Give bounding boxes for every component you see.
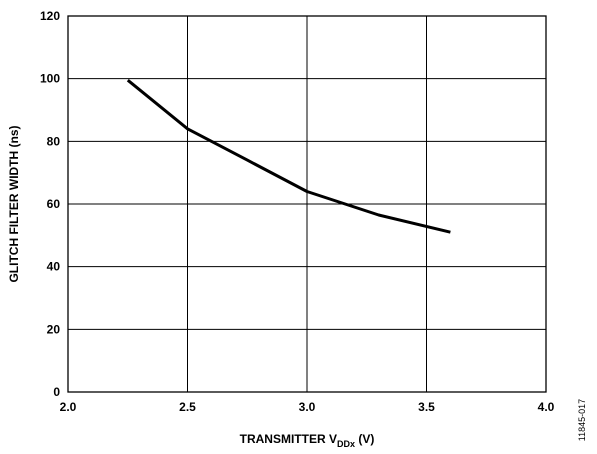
figure-id: 11845-017 — [577, 399, 587, 441]
x-tick-label: 2.5 — [179, 400, 196, 414]
y-tick-label: 80 — [47, 134, 61, 148]
y-tick-labels: 0 20 40 60 80 100 120 — [40, 9, 60, 399]
x-axis-label-unit: (V) — [355, 432, 374, 446]
y-tick-label: 0 — [53, 385, 60, 399]
x-tick-label: 3.5 — [418, 400, 435, 414]
plot-border — [67, 15, 547, 393]
x-tick-label: 3.0 — [299, 400, 316, 414]
y-tick-label: 60 — [47, 197, 61, 211]
y-tick-label: 40 — [47, 260, 61, 274]
y-tick-label: 20 — [47, 322, 61, 336]
series-line — [126, 79, 451, 234]
x-axis-label: TRANSMITTER VDDx (V) — [240, 432, 375, 449]
y-axis-label: GLITCH FILTER WIDTH (ns) — [7, 125, 21, 282]
x-tick-label: 4.0 — [538, 400, 555, 414]
y-tick-label: 120 — [40, 9, 60, 23]
x-tick-label: 2.0 — [60, 400, 77, 414]
x-axis-label-main: TRANSMITTER V — [240, 432, 337, 446]
y-tick-label: 100 — [40, 72, 60, 86]
series-lines — [126, 79, 451, 234]
x-tick-labels: 2.0 2.5 3.0 3.5 4.0 — [60, 400, 555, 414]
x-axis-label-subscript: DDx — [337, 439, 355, 449]
